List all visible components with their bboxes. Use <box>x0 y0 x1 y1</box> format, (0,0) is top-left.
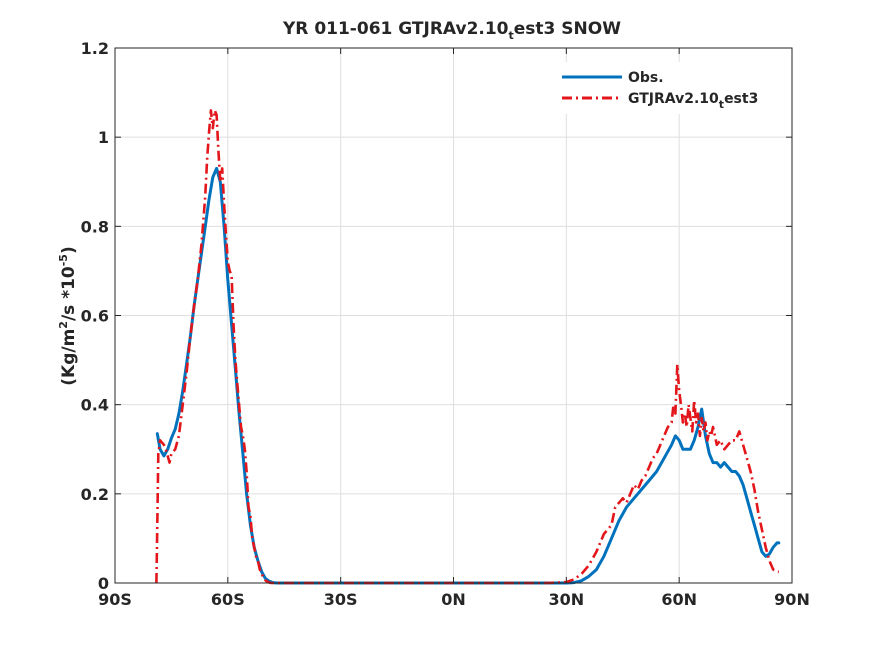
x-tick-label: 90S <box>98 590 132 609</box>
y-tick-label: 1 <box>98 128 109 147</box>
y-axis-label: (Kg/m2/s *10-5) <box>57 246 79 386</box>
legend: Obs. GTJRAv2.10test3 <box>552 62 782 114</box>
x-tick-label: 60S <box>211 590 245 609</box>
y-tick-label: 0 <box>98 574 109 593</box>
tick-marks <box>114 47 793 584</box>
legend-label-obs: Obs. <box>628 70 664 86</box>
x-tick-label: 30N <box>549 590 585 609</box>
y-tick-label: 0.2 <box>81 485 109 504</box>
y-tick-label: 1.2 <box>81 39 109 58</box>
x-tick-label: 30S <box>324 590 358 609</box>
y-tick-label: 0.8 <box>81 217 109 236</box>
y-tick-label: 0.6 <box>81 307 109 326</box>
x-tick-label: 90N <box>774 590 810 609</box>
chart-title: YR 011-061 GTJRAv2.10test3 SNOW <box>282 19 621 42</box>
y-tick-label: 0.4 <box>81 396 109 415</box>
legend-box <box>552 62 782 114</box>
legend-label-gtjra: GTJRAv2.10test3 <box>628 91 758 111</box>
x-tick-label: 60N <box>661 590 697 609</box>
x-tick-labels: 90S 60S 30S 0N 30N 60N 90N <box>98 590 810 609</box>
y-tick-labels: 0 0.2 0.4 0.6 0.8 1 1.2 <box>81 39 109 593</box>
x-tick-label: 0N <box>441 590 466 609</box>
